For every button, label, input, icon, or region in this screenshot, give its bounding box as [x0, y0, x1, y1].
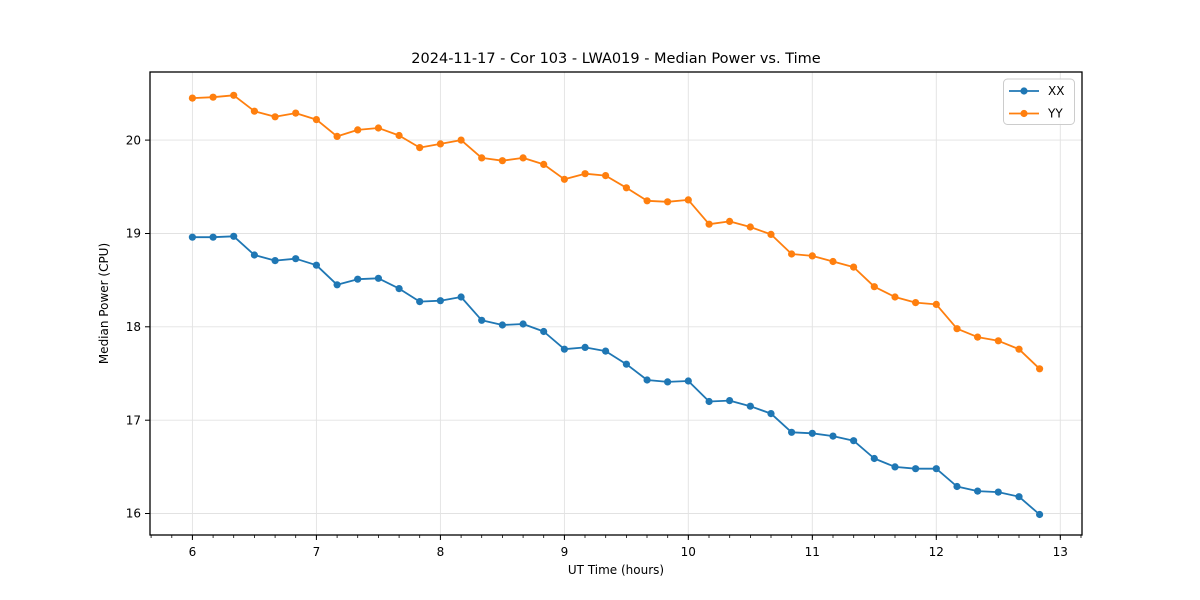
- legend-marker-icon: [1020, 109, 1028, 118]
- y-tick-label: 17: [126, 413, 141, 427]
- series-XX-markers: [188, 232, 1044, 519]
- y-tick-label: 18: [126, 320, 141, 334]
- x-tick-label: 11: [805, 545, 820, 559]
- x-tick-label: 6: [189, 545, 197, 559]
- x-tick-label: 7: [313, 545, 321, 559]
- legend-item-YY: YY: [1009, 107, 1063, 121]
- y-axis: 16 17 18 19 20 Median Power (CPU): [97, 133, 150, 521]
- chart-title: 2024-11-17 - Cor 103 - LWA019 - Median P…: [411, 51, 820, 67]
- legend: XX YY: [1003, 78, 1075, 125]
- legend-label: XX: [1048, 84, 1064, 98]
- plot-border: [149, 71, 1083, 536]
- grid-lines: [150, 72, 1082, 535]
- legend-item-XX: XX: [1009, 84, 1064, 98]
- x-axis-title: UT Time (hours): [568, 563, 664, 577]
- y-tick-label: 16: [126, 507, 141, 521]
- x-tick-label: 12: [929, 545, 944, 559]
- legend-label: YY: [1047, 107, 1063, 121]
- y-tick-label: 19: [126, 227, 141, 241]
- y-tick-label: 20: [126, 133, 141, 147]
- x-tick-label: 13: [1053, 545, 1068, 559]
- legend-marker-icon: [1020, 87, 1028, 95]
- y-axis-title: Median Power (CPU): [97, 243, 111, 364]
- series-YY: [188, 91, 1044, 373]
- series-XX: [188, 232, 1044, 519]
- series-YY-markers: [188, 91, 1044, 373]
- x-tick-label: 9: [561, 545, 569, 559]
- x-tick-label: 10: [681, 545, 696, 559]
- x-tick-label: 8: [437, 545, 445, 559]
- x-axis: 6 7 8 9 10 11 12 13 UT Time (hours): [150, 535, 1082, 577]
